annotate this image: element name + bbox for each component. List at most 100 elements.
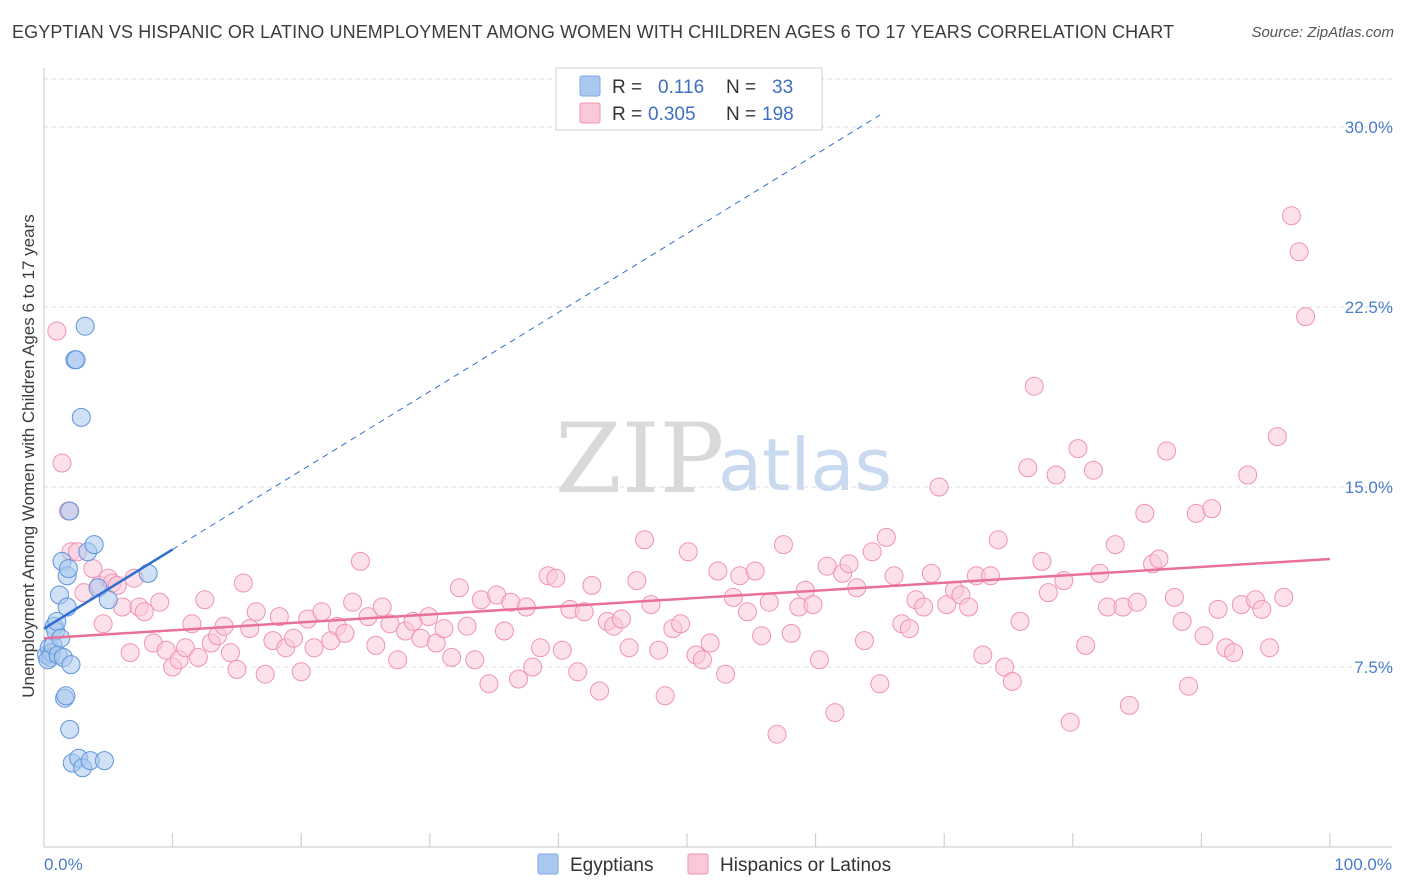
legend-n-label-egyptians: N =	[726, 77, 756, 98]
hispanic-point	[156, 640, 176, 660]
hispanic-point	[1289, 242, 1309, 262]
hispanic-point	[839, 554, 859, 574]
hispanic-point	[1267, 427, 1287, 447]
hispanic-point	[700, 633, 720, 653]
hispanic-point	[582, 575, 602, 595]
hispanic-point	[372, 597, 392, 617]
hispanic-point	[457, 616, 477, 636]
hispanic-point	[240, 619, 260, 639]
hispanic-point	[380, 614, 400, 634]
hispanic-point	[1018, 458, 1038, 478]
hispanic-point	[1238, 465, 1258, 485]
hispanic-point	[899, 619, 919, 639]
legend-n-value-hispanics: 198	[762, 104, 794, 125]
hispanic-point	[343, 592, 363, 612]
hispanic-point	[509, 669, 529, 689]
x-axis-ticks	[43, 833, 1331, 847]
egyptian-points	[37, 316, 158, 778]
egyptian-point	[58, 559, 78, 579]
hispanic-point	[1208, 599, 1228, 619]
hispanic-point	[227, 659, 247, 679]
hispanic-point	[619, 638, 639, 658]
hispanic-point	[723, 587, 743, 607]
hispanic-point	[419, 607, 439, 627]
hispanic-point	[752, 626, 772, 646]
hispanic-point	[870, 674, 890, 694]
hispanic-point	[1135, 503, 1155, 523]
hispanic-point	[449, 578, 469, 598]
hispanic-point	[611, 609, 631, 629]
bottom-legend-swatch-hispanics	[687, 853, 709, 875]
watermark-zip: ZIP	[555, 403, 724, 515]
hispanic-point	[530, 638, 550, 658]
hispanic-point	[803, 595, 823, 615]
hispanic-point	[1046, 465, 1066, 485]
egyptian-point	[56, 686, 76, 706]
hispanic-point	[1083, 460, 1103, 480]
hispanic-point	[1164, 587, 1184, 607]
legend-r-label-hispanics: R =	[612, 104, 642, 125]
hispanic-point	[93, 614, 113, 634]
hispanic-point	[523, 657, 543, 677]
hispanic-point	[291, 662, 311, 682]
hispanic-point	[1060, 712, 1080, 732]
egyptian-point	[60, 719, 80, 739]
hispanic-point	[47, 321, 67, 341]
egyptian-point	[98, 590, 118, 610]
hispanic-point	[150, 592, 170, 612]
hispanic-trend-line	[43, 557, 1331, 640]
source-label: Source: ZipAtlas.com	[1251, 24, 1394, 41]
hispanic-point	[773, 535, 793, 555]
hispanic-point	[233, 573, 253, 593]
hispanic-point	[692, 650, 712, 670]
hispanic-point	[350, 551, 370, 571]
hispanic-point	[817, 556, 837, 576]
x-tick-label-min: 0.0%	[44, 855, 83, 874]
hispanic-point	[246, 602, 266, 622]
legend-r-label-egyptians: R =	[612, 77, 642, 98]
hispanic-point	[175, 638, 195, 658]
bottom-legend-label-hispanics: Hispanics or Latinos	[720, 855, 891, 876]
hispanic-point	[1202, 499, 1222, 519]
legend-r-value-hispanics: 0.305	[648, 104, 696, 125]
chart-title: EGYPTIAN VS HISPANIC OR LATINO UNEMPLOYM…	[12, 22, 1175, 42]
hispanic-point	[134, 602, 154, 622]
hispanic-point	[552, 640, 572, 660]
hispanic-point	[980, 566, 1000, 586]
hispanic-point	[568, 662, 588, 682]
hispanic-point	[220, 643, 240, 663]
egyptian-point	[66, 350, 86, 370]
hispanic-point	[716, 664, 736, 684]
hispanic-point	[1119, 695, 1139, 715]
egyptian-point	[94, 751, 114, 771]
hispanic-point	[737, 602, 757, 622]
hispanic-point	[973, 645, 993, 665]
hispanic-point	[1127, 592, 1147, 612]
hispanic-point	[708, 561, 728, 581]
hispanic-point	[678, 542, 698, 562]
hispanic-point	[1038, 583, 1058, 603]
hispanic-point	[1281, 206, 1301, 226]
hispanic-point	[884, 566, 904, 586]
hispanic-point	[590, 681, 610, 701]
hispanic-point	[671, 614, 691, 634]
bottom-legend-swatch-egyptians	[537, 853, 559, 875]
hispanic-point	[1224, 643, 1244, 663]
egyptian-point	[61, 655, 81, 675]
hispanic-point	[120, 643, 140, 663]
hispanic-point	[1179, 676, 1199, 696]
legend: R = 0.116 N = 33 R = 0.305 N = 198	[555, 67, 823, 131]
hispanic-point	[442, 647, 462, 667]
hispanic-point	[959, 597, 979, 617]
hispanic-point	[1149, 549, 1169, 569]
y-axis-title: Unemployment Among Women with Children A…	[19, 214, 38, 698]
egyptian-trend-line	[43, 548, 174, 630]
hispanic-point	[1010, 611, 1030, 631]
y-tick-label: 15.0%	[1345, 478, 1393, 497]
hispanic-point	[921, 563, 941, 583]
legend-n-value-egyptians: 33	[772, 77, 793, 98]
hispanic-point	[649, 640, 669, 660]
hispanic-point	[188, 647, 208, 667]
egyptian-point	[84, 535, 104, 555]
